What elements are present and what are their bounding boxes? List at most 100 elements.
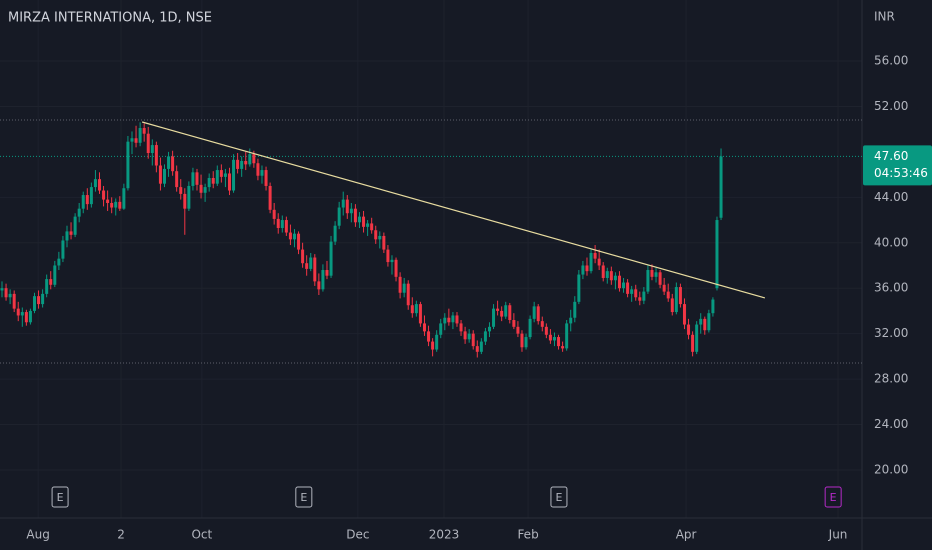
candle-body (382, 235, 386, 250)
candle-body (682, 304, 686, 325)
candle-body (699, 318, 703, 325)
candle-body (394, 259, 398, 277)
candle-body (471, 333, 475, 347)
candle-body (93, 179, 97, 188)
candle-body (431, 341, 435, 350)
candle-body (57, 258, 61, 266)
candle-body (630, 289, 634, 294)
candle-body (536, 306, 540, 322)
candle-body (561, 346, 565, 349)
candle-body (451, 315, 455, 323)
y-tick-label: 52.00 (874, 99, 908, 113)
candle-body (232, 159, 236, 191)
candle-body (593, 252, 597, 259)
price-label: 47.60 (874, 149, 908, 163)
candle-body (609, 271, 613, 281)
candle-body (292, 233, 296, 240)
x-tick-label: 2 (117, 528, 125, 542)
candle-body (203, 187, 207, 193)
candle-body (378, 235, 382, 240)
y-tick-label: 20.00 (874, 462, 908, 476)
candle-body (427, 331, 431, 342)
candle-body (463, 331, 467, 340)
candle-body (585, 265, 589, 272)
candle-body (617, 275, 621, 289)
candle-body (573, 301, 577, 318)
candle-body (114, 201, 118, 208)
candle-body (138, 128, 142, 143)
candle-body (89, 187, 93, 205)
candle-body (601, 265, 605, 278)
earnings-label: E (57, 491, 64, 504)
candle-body (77, 208, 81, 217)
candle-body (670, 298, 674, 313)
candle-body (187, 185, 191, 209)
candle-body (439, 323, 443, 335)
price-label-box (863, 145, 932, 186)
candle-body (508, 305, 512, 321)
candle-body (288, 232, 292, 240)
candle-body (674, 287, 678, 313)
y-tick-label: 44.00 (874, 190, 908, 204)
y-tick-label: 56.00 (874, 54, 908, 68)
y-tick-label: 24.00 (874, 417, 908, 431)
candle-body (479, 341, 483, 352)
earnings-label: E (830, 491, 837, 504)
candle-body (512, 320, 516, 327)
candle-body (321, 270, 325, 290)
candle-body (24, 312, 28, 323)
candle-body (703, 318, 707, 331)
trend-line (141, 121, 766, 299)
candle-body (532, 306, 536, 319)
candle-body (548, 334, 552, 341)
candle-body (467, 333, 471, 340)
y-tick-label: 32.00 (874, 326, 908, 340)
candle-body (16, 308, 20, 316)
candle-body (175, 171, 179, 188)
candle-body (654, 272, 658, 277)
candle-body (146, 133, 150, 154)
x-tick-label: Feb (517, 528, 538, 542)
candle-body (215, 170, 219, 184)
candle-body (662, 284, 666, 292)
candle-body (544, 326, 548, 335)
candle-body (126, 141, 130, 189)
candle-body (317, 281, 321, 290)
candle-body (207, 178, 211, 188)
candle-body (496, 308, 500, 311)
candle-body (695, 324, 699, 352)
candle-body (102, 190, 106, 200)
candle-body (678, 287, 682, 305)
candle-body (45, 279, 49, 294)
candle-body (20, 312, 24, 316)
candle-body (483, 331, 487, 342)
candle-body (130, 138, 134, 142)
candle-body (69, 231, 73, 235)
candle-body (475, 346, 479, 352)
candle-body (264, 170, 268, 186)
candle-body (0, 288, 4, 291)
candle-body (492, 308, 496, 327)
candle-body (398, 276, 402, 293)
candle-body (248, 154, 252, 165)
currency-label: INR (874, 10, 895, 24)
candle-body (65, 231, 69, 241)
candle-body (227, 173, 231, 191)
x-tick-label: Apr (676, 528, 697, 542)
candle-body (402, 283, 406, 293)
candle-body (349, 208, 353, 214)
candle-body (106, 199, 110, 203)
candle-body (386, 249, 390, 263)
candle-body (504, 305, 508, 317)
candle-body (301, 249, 305, 264)
x-tick-label: Oct (191, 528, 212, 542)
candle-body (97, 179, 101, 191)
candle-body (557, 337, 561, 347)
candle-body (272, 209, 276, 219)
candle-body (658, 272, 662, 285)
earnings-label: E (300, 491, 307, 504)
candle-body (333, 225, 337, 242)
candle-body (150, 145, 154, 154)
candle-body (577, 274, 581, 302)
